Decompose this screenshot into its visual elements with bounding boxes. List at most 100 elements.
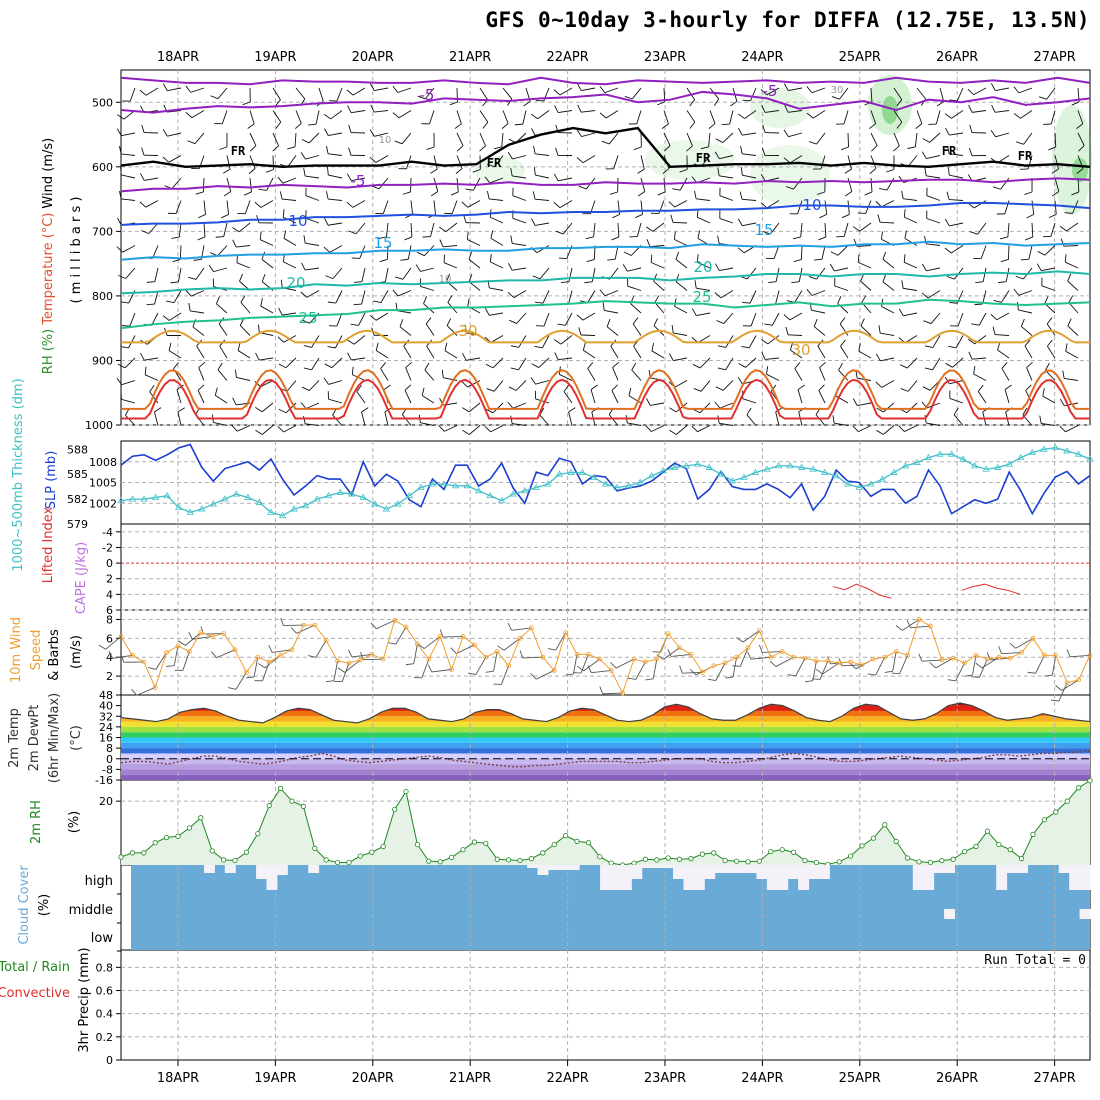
date-label-bottom: 24APR [741,1071,783,1086]
thickness-marker [474,487,483,494]
contour-label: 10 [439,274,452,285]
wind-barb [907,380,918,392]
rh-point [790,849,797,855]
wind-barb-flag [717,235,720,244]
wind-barb [995,334,1010,336]
rh-point [950,856,956,862]
wind-barb-flag [510,235,513,244]
wind-barb-flag [237,342,241,351]
wind-barb [374,110,389,113]
thickness-line [120,446,1091,517]
wind-barb [456,644,475,654]
rh-point [517,857,523,864]
rh-point [631,860,637,866]
rh-point [300,803,306,809]
wind-barb [953,414,964,426]
wind-barb-flag [576,157,584,164]
wind-barb-flag [578,327,582,336]
wind-barb-flag [215,236,224,238]
wind-barb-flag [634,214,643,219]
wind-barb [538,357,550,368]
wind-barb-flag [953,407,959,415]
wind-barb [149,391,159,404]
rh-point [813,859,820,866]
wind-barb [1064,377,1079,381]
wind-barb [973,200,987,209]
wind-barb-flag [1078,145,1085,152]
wind-barb-flag [482,121,489,129]
wind-barb-flag [532,275,541,280]
wind-barb [136,687,156,696]
high-cloud-gap [1006,865,1018,873]
wind-barb [173,290,182,303]
rh-blob [475,156,525,184]
wind-barb-flag [462,353,467,361]
rh-point [334,859,341,866]
wind-barb [1004,389,1010,404]
wind-barb [494,155,504,167]
high-cloud-gap [725,865,737,873]
wind-barb-flag [576,314,584,321]
wind-barb [926,243,941,246]
wind-barb-flag [1015,141,1024,145]
wind-barb [421,395,435,404]
wind-barb-flag [793,259,802,263]
wind-barb [249,132,257,146]
temp-ylabel: (6hr Min/Max) [47,693,62,783]
rh-point [129,850,135,856]
wind-barb [935,110,941,125]
wind-barb [926,218,941,224]
wind-barb-flag [768,281,777,284]
wind-speed-point [118,634,124,639]
axis-labels: RH (%)Temperature (°C)Wind (m/s)( m i l … [0,138,92,1053]
thickness-marker [590,473,598,480]
contour-label: 15 [754,221,773,239]
wind-barb-flag [486,387,495,392]
wind-barb-flag [1015,275,1024,280]
rh-point [1030,831,1036,837]
wind-barb-flag [144,366,147,375]
wind-barb [627,285,642,291]
wind-barb-flag [852,226,860,232]
wind-barb-flag [346,201,354,208]
wind-barb [1001,290,1010,303]
wind-barb [719,217,734,224]
rh-units: (%) [67,811,82,834]
wind-barb-flag [993,299,1002,303]
wind-barb [424,369,435,381]
wind-barb-flag [254,201,262,208]
slp-tick: 1002 [89,497,117,510]
wind-barb [468,402,481,413]
wind-barb [627,422,642,426]
wind-barb-flag [760,89,768,96]
wind-barb [168,155,182,163]
date-label-top: 20APR [352,50,394,65]
dewpoint-line [120,750,1091,768]
wind-barb [914,132,918,147]
wind-barb [997,349,1010,359]
freezing-label: FR [231,144,246,158]
thick-ylabel: 1000~500mb Thickness (dm) [11,378,26,571]
wind-barb-flag [1071,191,1080,196]
isotherm-warm [121,378,1090,420]
wind-barb [559,374,573,381]
wind-barb [283,237,297,246]
wind-barb [1042,395,1056,404]
wind-barb-flag [783,157,791,164]
wind-barb-flag [261,251,266,260]
wind-barb [467,380,481,388]
high-cloud-gap [693,865,705,890]
rh-point [893,838,899,844]
wind-barb-flag [301,262,306,271]
wind-barb-flag [1064,254,1067,263]
wind-barb [401,132,412,145]
wind-barb [860,325,872,336]
wind-barb-flag [922,386,931,391]
wind-barb [650,402,665,406]
tick-label: 6 [106,632,113,645]
wind-barb-flag [185,289,192,297]
wind-barb [121,153,136,156]
